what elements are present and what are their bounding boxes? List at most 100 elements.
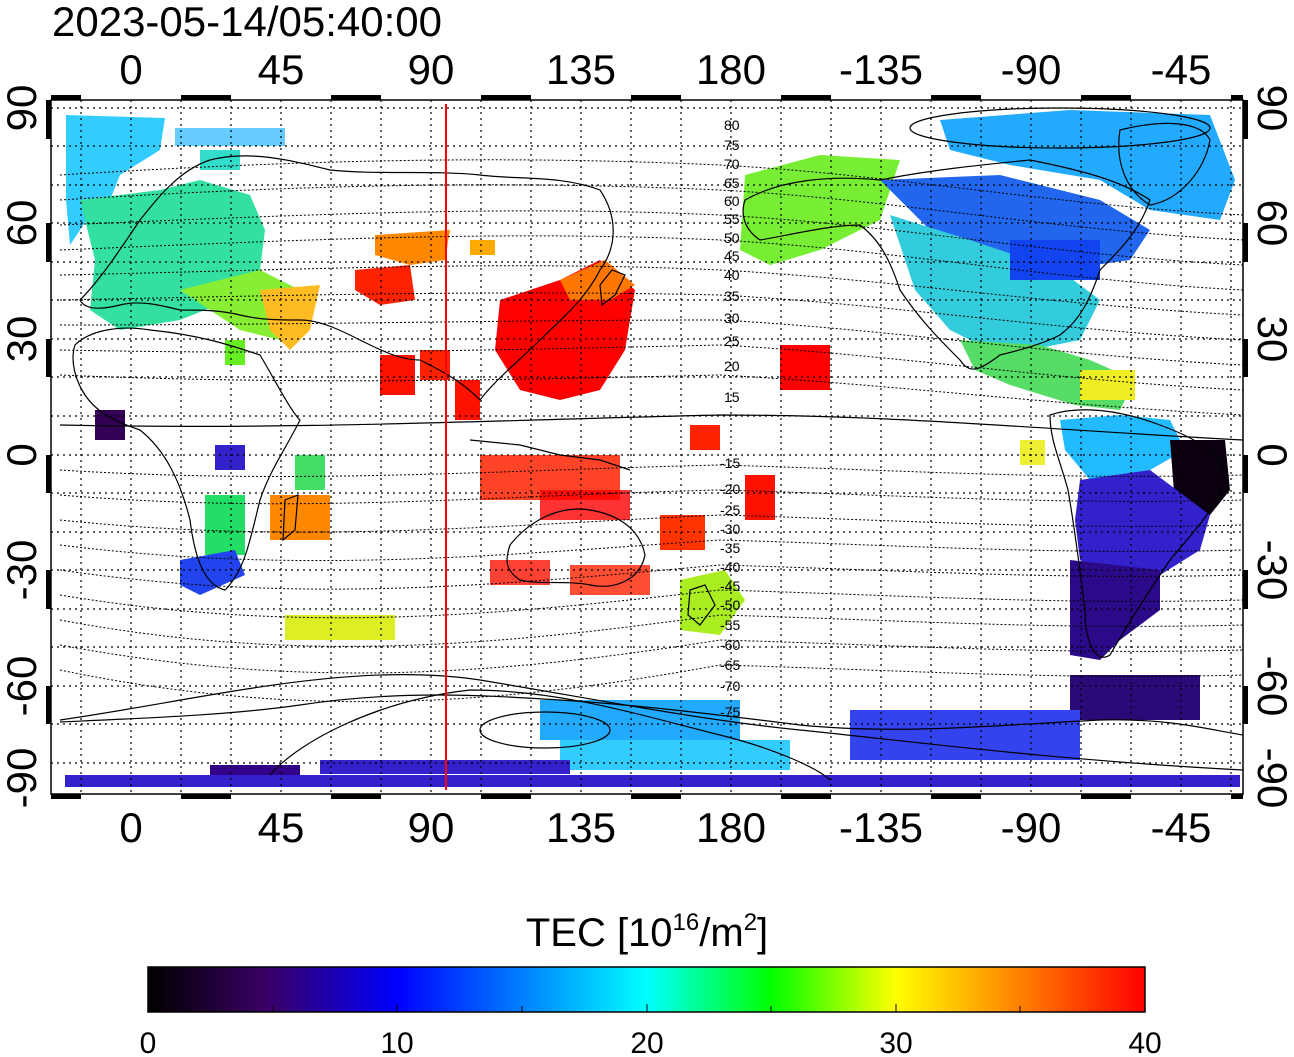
tec-patch-africa-1 <box>215 445 245 470</box>
contour-label: -40 <box>720 559 740 575</box>
contour-label: 30 <box>724 310 740 326</box>
colorbar-tick-label: 0 <box>140 1027 157 1057</box>
colorbar-title-main: TEC [10 <box>526 911 673 955</box>
contour-label: -35 <box>720 540 740 556</box>
contour-label: -15 <box>720 455 740 471</box>
contour-label: -55 <box>720 617 740 633</box>
contour-label: 40 <box>724 267 740 283</box>
tec-patch-west-africa <box>95 410 125 440</box>
x-tick-label: -90 <box>1001 804 1062 851</box>
tec-data-layer <box>65 110 1240 787</box>
coast-south-america <box>1049 409 1226 658</box>
y-tick-label: -30 <box>1249 540 1294 601</box>
x-tick-label: -90 <box>1001 46 1062 93</box>
coast-indonesia <box>469 439 631 471</box>
tec-patch-india-1 <box>380 355 415 395</box>
x-axis-top: 0 45 90 135 180 -135 -90 -45 <box>119 46 1211 93</box>
x-tick-label: 135 <box>546 804 616 851</box>
colorbar-tick-label: 10 <box>380 1027 413 1057</box>
tec-patch-antarctic-bottom <box>65 775 1240 787</box>
colorbar-title-sup2: 2 <box>744 909 757 936</box>
x-tick-label: -45 <box>1151 46 1212 93</box>
x-tick-label: 90 <box>408 804 455 851</box>
colorbar-tick-label: 30 <box>879 1027 912 1057</box>
x-tick-label: 135 <box>546 46 616 93</box>
colorbar-title-sup1: 16 <box>673 909 700 936</box>
contour-label: -70 <box>720 678 740 694</box>
contour-label: 20 <box>724 358 740 374</box>
tec-region-usa <box>890 215 1100 350</box>
coast-greenland <box>1118 122 1211 206</box>
magnetic-contours <box>59 159 1243 703</box>
contour-labels-north: 80 75 70 65 60 55 50 45 40 35 30 25 20 1… <box>724 117 740 405</box>
contour-labels-south: -15 -20 -25 -30 -35 -40 -45 -50 -55 -60 … <box>720 455 740 720</box>
x-tick-label: -135 <box>839 46 923 93</box>
coast-madagascar <box>282 494 299 542</box>
y-axis-left: 90 60 30 0 -30 -60 -90 <box>0 85 45 809</box>
contour-label: -60 <box>720 637 740 653</box>
x-tick-label: 180 <box>696 804 766 851</box>
colorbar-title-mid: /m <box>699 911 743 955</box>
colorbar-tick-labels: 0 10 20 30 40 <box>140 1027 1162 1057</box>
x-tick-label: 0 <box>119 46 142 93</box>
contour-label: 80 <box>724 117 740 133</box>
y-axis-right: 90 60 30 0 -30 -60 -90 <box>1249 85 1294 809</box>
coastlines <box>59 122 1243 736</box>
contour-label: -25 <box>720 502 740 518</box>
x-tick-label: 45 <box>258 804 305 851</box>
contour-label: 50 <box>724 230 740 246</box>
tec-region-japan <box>560 260 635 300</box>
tec-patch-antarctic-2 <box>560 740 790 770</box>
coast-australia <box>506 508 646 587</box>
tec-patch-sa-south-ocean <box>1070 675 1200 720</box>
y-tick-label: 90 <box>1249 85 1294 132</box>
y-tick-label: -60 <box>1249 656 1294 717</box>
coast-africa <box>72 327 301 591</box>
contour-label: -30 <box>720 521 740 537</box>
contour-label: 70 <box>724 156 740 172</box>
y-tick-label: -90 <box>0 748 45 809</box>
coast-antarctica <box>59 694 1243 736</box>
y-tick-label: 0 <box>0 443 45 466</box>
tec-patch-nafrica <box>225 340 245 365</box>
x-tick-label: -45 <box>1151 804 1212 851</box>
frame-border-bars <box>46 95 1248 799</box>
tec-patch-pacific-3 <box>690 425 720 450</box>
y-tick-label: 60 <box>0 200 45 247</box>
tec-region-alaska <box>740 155 900 265</box>
tec-region-central-asia <box>355 265 415 305</box>
y-tick-label: 30 <box>0 316 45 363</box>
contour-label: -65 <box>720 657 740 673</box>
y-tick-label: 60 <box>1249 200 1294 247</box>
contour-label: 60 <box>724 193 740 209</box>
tec-region-south-africa <box>180 550 245 595</box>
contour-label: -45 <box>720 578 740 594</box>
tec-patch-scand <box>175 128 285 146</box>
colorbar-title-end: ] <box>757 911 768 955</box>
tec-patch-south-ocean-1 <box>285 615 395 640</box>
tec-region-sa-south <box>1070 560 1160 660</box>
coast-japan <box>599 269 626 307</box>
tec-patch-antarctic-3 <box>850 710 1080 760</box>
contour-label: 65 <box>724 175 740 191</box>
tec-patch-siberia <box>470 240 495 255</box>
tec-patch-africa-2 <box>205 495 245 555</box>
x-tick-label: -135 <box>839 804 923 851</box>
y-tick-label: -90 <box>1249 748 1294 809</box>
y-tick-label: 30 <box>1249 316 1294 363</box>
colorbar-tick-label: 20 <box>630 1027 663 1057</box>
x-axis-bottom: 0 45 90 135 180 -135 -90 -45 <box>119 804 1211 851</box>
x-tick-label: 0 <box>119 804 142 851</box>
contour-label: -50 <box>720 597 740 613</box>
tec-patch-hawaii <box>780 345 830 390</box>
y-tick-label: -60 <box>0 656 45 717</box>
map-area: 80 75 70 65 60 55 50 45 40 35 30 25 20 1… <box>46 95 1248 799</box>
x-tick-label: 45 <box>258 46 305 93</box>
tec-patch-east-africa <box>295 455 325 490</box>
tec-patch-caribbean <box>1080 370 1135 400</box>
coast-nz <box>687 584 716 626</box>
tec-patch-se-asia <box>455 380 480 420</box>
tec-patch-canada-east <box>1010 240 1100 280</box>
contour-label: -20 <box>720 481 740 497</box>
